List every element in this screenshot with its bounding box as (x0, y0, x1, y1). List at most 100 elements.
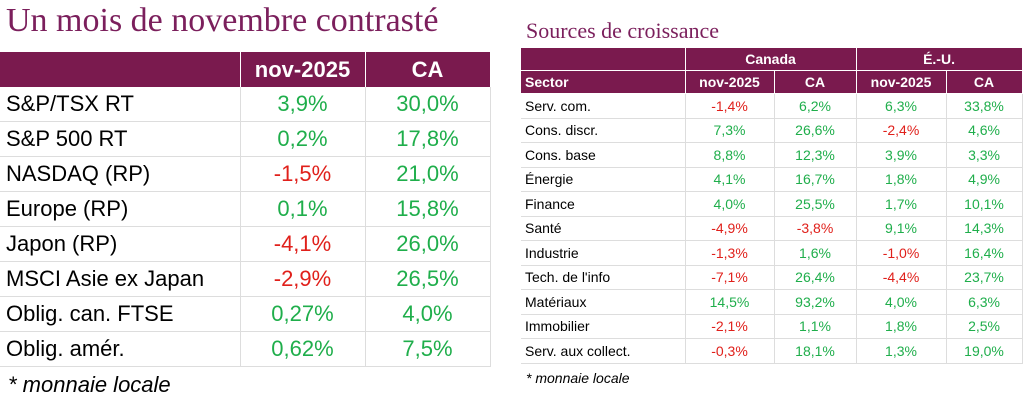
value-cell: 26,4% (774, 265, 857, 290)
table-row: Cons. discr. 7,3% 26,6% -2,4% 4,6% (521, 118, 1023, 143)
value-cell: 1,7% (856, 191, 947, 217)
value-cell: 30,0% (365, 87, 491, 122)
value-cell: 1,3% (856, 338, 947, 364)
table-row: Finance 4,0% 25,5% 1,7% 10,1% (521, 191, 1023, 217)
value-cell: -4,9% (685, 216, 775, 241)
value-cell: 12,3% (774, 142, 857, 168)
value-cell: -0,3% (685, 338, 775, 364)
table-row: Énergie 4,1% 16,7% 1,8% 4,9% (521, 167, 1023, 192)
right-footnote: * monnaie locale (526, 370, 630, 386)
row-label: Industrie (521, 240, 686, 266)
table-row: Europe (RP) 0,1% 15,8% (0, 191, 491, 227)
row-label: Serv. aux collect. (521, 338, 686, 364)
row-label: S&P/TSX RT (0, 87, 241, 122)
value-cell: 26,6% (774, 118, 857, 143)
value-cell: 1,6% (774, 240, 857, 266)
value-cell: 25,5% (774, 191, 857, 217)
table-row: NASDAQ (RP) -1,5% 21,0% (0, 156, 491, 192)
table-row: Santé -4,9% -3,8% 9,1% 14,3% (521, 216, 1023, 241)
value-cell: -2,9% (240, 261, 366, 297)
value-cell: 16,7% (774, 167, 857, 192)
value-cell: 6,2% (774, 93, 857, 119)
value-cell: 14,5% (685, 289, 775, 315)
table-row: Serv. aux collect. -0,3% 18,1% 1,3% 19,0% (521, 338, 1023, 364)
row-label: Oblig. can. FTSE (0, 296, 241, 332)
table-row: Serv. com. -1,4% 6,2% 6,3% 33,8% (521, 93, 1023, 119)
column-header: CA (774, 70, 857, 94)
value-cell: 6,3% (946, 289, 1023, 315)
value-cell: -4,4% (856, 265, 947, 290)
value-cell: 2,5% (946, 314, 1023, 339)
row-label: Énergie (521, 167, 686, 192)
value-cell: 23,7% (946, 265, 1023, 290)
right-table: Canada É.-U. Sector nov-2025 CA nov-2025 CA … (521, 48, 1023, 364)
value-cell: 1,8% (856, 167, 947, 192)
value-cell: 1,8% (856, 314, 947, 339)
table-row: Matériaux 14,5% 93,2% 4,0% 6,3% (521, 289, 1023, 315)
value-cell: 0,62% (240, 331, 366, 367)
value-cell: -2,1% (685, 314, 775, 339)
value-cell: 14,3% (946, 216, 1023, 241)
value-cell: 21,0% (365, 156, 491, 192)
table-row: Japon (RP) -4,1% 26,0% (0, 226, 491, 262)
row-label: Tech. de l'info (521, 265, 686, 290)
value-cell: -4,1% (240, 226, 366, 262)
value-cell: -1,5% (240, 156, 366, 192)
value-cell: 19,0% (946, 338, 1023, 364)
table-row: Tech. de l'info -7,1% 26,4% -4,4% 23,7% (521, 265, 1023, 290)
value-cell: 4,9% (946, 167, 1023, 192)
row-label: Immobilier (521, 314, 686, 339)
value-cell: 0,27% (240, 296, 366, 332)
row-label: Serv. com. (521, 93, 686, 119)
group-header: Canada (685, 48, 857, 71)
value-cell: 4,0% (856, 289, 947, 315)
value-cell: 3,9% (856, 142, 947, 168)
value-cell: 10,1% (946, 191, 1023, 217)
left-footnote: * monnaie locale (8, 372, 171, 397)
value-cell: -1,0% (856, 240, 947, 266)
row-label: Japon (RP) (0, 226, 241, 262)
column-header: CA (946, 70, 1023, 94)
table-row: S&P/TSX RT 3,9% 30,0% (0, 87, 491, 122)
value-cell: -3,8% (774, 216, 857, 241)
value-cell: 0,2% (240, 121, 366, 157)
value-cell: 1,1% (774, 314, 857, 339)
column-header: nov-2025 (856, 70, 947, 94)
left-table: nov-2025 CA S&P/TSX RT 3,9% 30,0% S&P 500 R… (0, 52, 491, 367)
value-cell: 18,1% (774, 338, 857, 364)
value-cell: 33,8% (946, 93, 1023, 119)
value-cell: 4,6% (946, 118, 1023, 143)
row-label: Cons. discr. (521, 118, 686, 143)
value-cell: -7,1% (685, 265, 775, 290)
value-cell: -1,4% (685, 93, 775, 119)
row-label: S&P 500 RT (0, 121, 241, 157)
table-row: Immobilier -2,1% 1,1% 1,8% 2,5% (521, 314, 1023, 339)
row-label: Finance (521, 191, 686, 217)
column-header: nov-2025 (685, 70, 775, 94)
value-cell: 0,1% (240, 191, 366, 227)
header-blank (521, 48, 686, 71)
value-cell: 26,0% (365, 226, 491, 262)
right-title: Sources de croissance (526, 18, 720, 43)
value-cell: -1,3% (685, 240, 775, 266)
value-cell: 8,8% (685, 142, 775, 168)
value-cell: -2,4% (856, 118, 947, 143)
value-cell: 4,1% (685, 167, 775, 192)
value-cell: 6,3% (856, 93, 947, 119)
value-cell: 93,2% (774, 289, 857, 315)
value-cell: 4,0% (365, 296, 491, 332)
row-label: Matériaux (521, 289, 686, 315)
value-cell: 7,3% (685, 118, 775, 143)
column-header: Sector (521, 70, 686, 94)
row-label: Santé (521, 216, 686, 241)
left-title: Un mois de novembre contrasté (6, 2, 439, 39)
header-blank (0, 52, 241, 87)
value-cell: 15,8% (365, 191, 491, 227)
row-label: Oblig. amér. (0, 331, 241, 367)
row-label: NASDAQ (RP) (0, 156, 241, 192)
table-row: Oblig. amér. 0,62% 7,5% (0, 331, 491, 367)
table-row: Industrie -1,3% 1,6% -1,0% 16,4% (521, 240, 1023, 266)
value-cell: 16,4% (946, 240, 1023, 266)
row-label: Cons. base (521, 142, 686, 168)
